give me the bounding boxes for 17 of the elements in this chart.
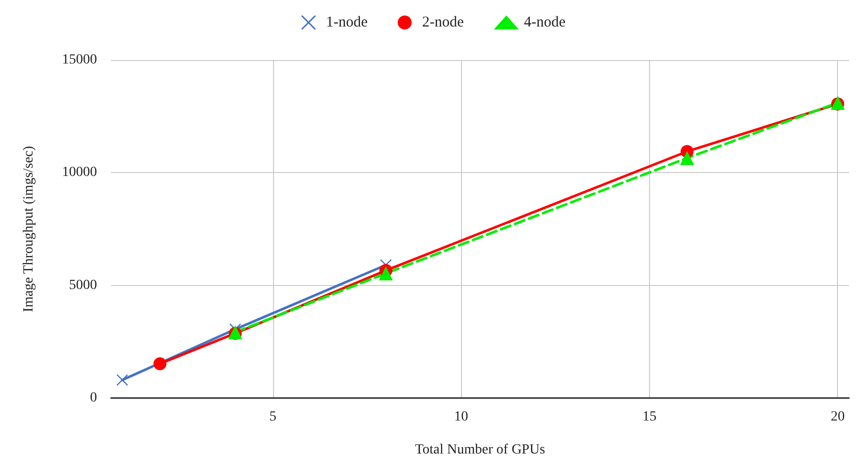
y-axis-title: Image Throughput (imgs/sec) bbox=[22, 146, 36, 312]
legend-label: 1-node bbox=[326, 14, 368, 30]
y-tick-label: 0 bbox=[90, 390, 97, 406]
x-tick-label: 15 bbox=[642, 410, 656, 424]
x-axis-title: Total Number of GPUs bbox=[414, 442, 546, 458]
point bbox=[680, 151, 694, 166]
legend-label: 2-node bbox=[422, 14, 464, 30]
point bbox=[378, 266, 393, 280]
x-tick-label: 20 bbox=[830, 410, 845, 424]
y-tick-label: 10000 bbox=[62, 165, 97, 180]
x-tick-label: 10 bbox=[454, 410, 468, 424]
legend-label: 4-node bbox=[524, 14, 566, 30]
x-tick-label: 5 bbox=[269, 410, 276, 424]
y-tick-label: 15000 bbox=[62, 52, 97, 68]
point bbox=[153, 357, 166, 370]
point bbox=[116, 374, 128, 386]
y-tick-label: 5000 bbox=[69, 278, 97, 293]
